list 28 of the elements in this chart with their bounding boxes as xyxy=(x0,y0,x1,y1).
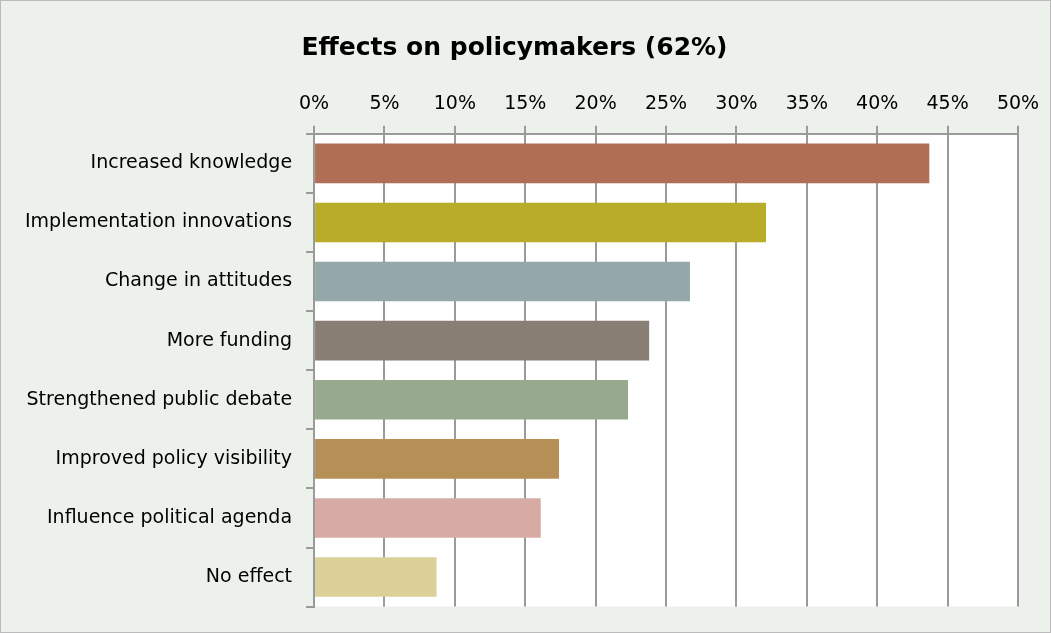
x-tick-label: 30% xyxy=(715,91,758,114)
x-tick-label: 35% xyxy=(785,91,828,114)
x-tick-label: 40% xyxy=(856,91,899,114)
bar xyxy=(315,379,629,420)
y-tick-label: Influence political agenda xyxy=(46,504,293,527)
bar xyxy=(315,261,690,302)
bar xyxy=(315,498,541,538)
bar xyxy=(315,557,437,597)
x-tick-label: 0% xyxy=(299,91,330,114)
y-tick-label: Strengthened public debate xyxy=(26,386,293,409)
chart-title: Effects on policymakers (62%) xyxy=(301,31,728,61)
x-tick-label: 25% xyxy=(644,91,688,114)
bar xyxy=(315,439,560,479)
bar xyxy=(315,202,766,243)
y-tick-label: Increased knowledge xyxy=(90,150,293,173)
x-tick-label: 50% xyxy=(996,91,1040,114)
y-tick-label: Improved policy visibility xyxy=(55,445,293,468)
y-tick-label: Change in attitudes xyxy=(104,268,293,291)
y-tick-label: More funding xyxy=(166,327,293,350)
x-tick-label: 45% xyxy=(926,91,969,114)
x-tick-label: 20% xyxy=(574,91,617,114)
x-tick-label: 10% xyxy=(433,91,476,114)
x-tick-label: 5% xyxy=(369,91,400,114)
y-tick-label: Implementation innovations xyxy=(25,209,293,232)
bar xyxy=(315,143,930,184)
x-tick-label: 15% xyxy=(504,91,547,114)
y-tick-label: No effect xyxy=(205,563,293,586)
bar xyxy=(315,320,650,361)
